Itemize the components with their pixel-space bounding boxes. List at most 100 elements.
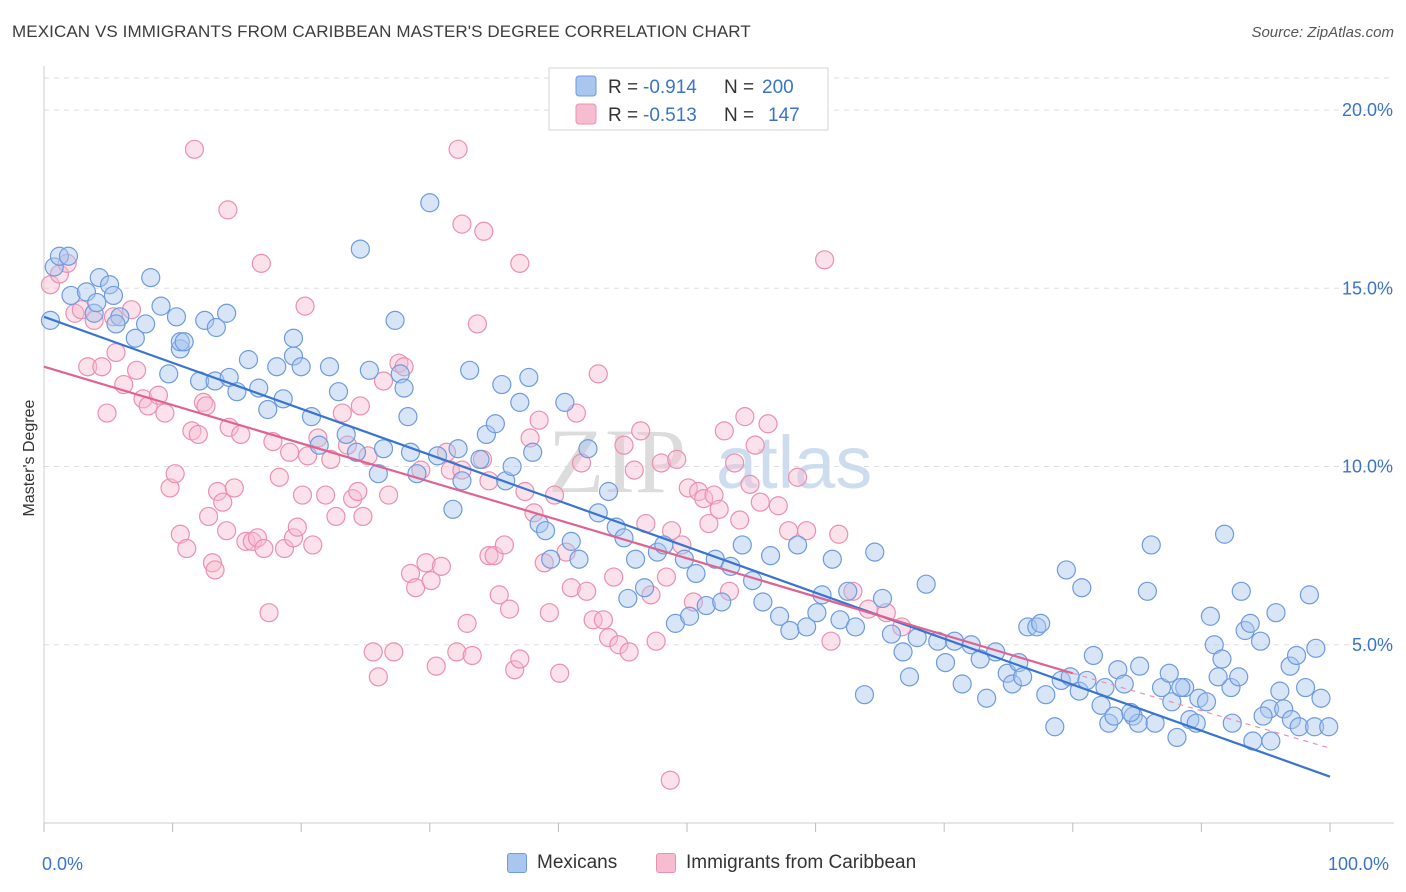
mexicans-point-61	[485, 414, 505, 434]
mexicans-point-31	[258, 399, 278, 420]
mexicans-point-136	[1108, 660, 1128, 680]
caribbean-point-139	[829, 524, 849, 544]
legend-swatch-mexicans	[575, 75, 597, 97]
caribbean-point-113	[651, 453, 671, 473]
mexicans-point-72	[561, 531, 581, 551]
mexicans-point-0	[40, 310, 61, 330]
legend-n-label-1: N =	[724, 77, 759, 98]
caribbean-point-62	[384, 642, 404, 662]
mexicans-point-173	[1286, 645, 1307, 666]
mexicans-point-16	[151, 296, 171, 316]
mexicans-point-148	[1196, 692, 1217, 712]
caribbean-point-83	[494, 535, 514, 555]
mexicans-point-107	[865, 542, 885, 562]
bottom-legend-caribbean[interactable]: Immigrants from Caribbean	[656, 852, 916, 874]
y-axis-tick-labels: 5.0% 10.0% 15.0% 20.0%	[1342, 100, 1393, 655]
mexicans-point-159	[1281, 710, 1302, 730]
mexicans-point-14	[135, 314, 156, 334]
mexicans-point-165	[1031, 613, 1051, 633]
caribbean-point-61	[379, 485, 399, 505]
mexicans-point-42	[346, 442, 367, 462]
mexicans-point-150	[1212, 649, 1232, 669]
mexicans-point-161	[1295, 677, 1316, 698]
caribbean-point-133	[758, 414, 778, 434]
mexicans-point-144	[1167, 727, 1187, 748]
caribbean-point-123	[704, 485, 724, 505]
watermark-atlas: atlas	[716, 421, 872, 504]
caribbean-point-155	[251, 253, 271, 273]
mexicans-point-174	[1299, 585, 1320, 605]
caribbean-point-88	[520, 428, 540, 448]
mexicans-point-15	[141, 268, 161, 288]
caribbean-point-23	[188, 424, 208, 445]
mexicans-point-171	[1240, 613, 1260, 633]
mexicans-point-188	[1072, 578, 1092, 598]
caribbean-point-10	[106, 342, 126, 363]
caribbean-point-18	[160, 478, 180, 498]
mexicans-point-106	[854, 685, 875, 705]
mexicans-point-181	[1208, 667, 1228, 687]
mexicans-point-155	[1250, 631, 1271, 651]
caribbean-point-76	[457, 613, 477, 633]
mexicans-point-57	[452, 471, 472, 491]
mexicans-point-13	[125, 328, 145, 348]
mexicans-point-128	[1045, 717, 1065, 737]
mexicans-point-18	[166, 307, 187, 327]
mexicans-point-179	[1231, 581, 1251, 601]
mexicans-point-90	[712, 592, 732, 612]
caribbean-point-40	[269, 467, 289, 487]
mexicans-point-157	[1266, 603, 1286, 623]
caribbean-point-24	[193, 392, 214, 412]
mexicans-point-109	[881, 624, 902, 644]
mexicans-point-11	[106, 314, 126, 334]
mexicans-point-97	[780, 620, 800, 641]
caribbean-point-132	[750, 492, 770, 512]
mexicans-point-117	[952, 674, 972, 694]
caribbean-point-138	[815, 250, 835, 270]
caribbean-point-71	[431, 556, 451, 576]
caribbean-point-114	[656, 567, 677, 587]
caribbean-point-35	[242, 531, 262, 551]
mexicans-point-81	[634, 578, 655, 598]
mexicans-point-189	[1013, 667, 1033, 687]
mexicans-trend-line	[43, 315, 1331, 778]
mexicans-point-151	[1221, 677, 1241, 698]
x-tick-label-min: 0.0%	[42, 854, 83, 874]
caribbean-point-32	[224, 478, 244, 498]
caribbean-point-98	[571, 453, 592, 473]
caribbean-point-106	[614, 435, 634, 455]
mexicans-point-36	[291, 357, 311, 377]
chart-source: Source: ZipAtlas.com	[1251, 24, 1394, 41]
caribbean-point-86	[510, 649, 530, 669]
mexicans-point-187	[1104, 706, 1124, 726]
caribbean-point-134	[768, 496, 788, 516]
caribbean-point-147	[452, 214, 472, 234]
caribbean-point-59	[368, 667, 388, 687]
mexicans-point-166	[1056, 560, 1076, 580]
y-tick-label-5: 5.0%	[1352, 635, 1393, 655]
mexicans-point-100	[807, 603, 827, 623]
caribbean-trend-line	[43, 365, 1074, 675]
mexicans-point-46	[373, 439, 394, 459]
caribbean-point-69	[421, 571, 441, 591]
caribbean-point-37	[254, 538, 274, 559]
caribbean-point-150	[218, 200, 238, 220]
caribbean-point-151	[184, 139, 205, 159]
caribbean-point-43	[283, 528, 304, 548]
mexicans-point-4	[61, 285, 81, 306]
caribbean-point-108	[624, 460, 644, 480]
mexicans-point-7	[87, 292, 107, 313]
bottom-legend-mexicans[interactable]: Mexicans	[507, 852, 617, 874]
caribbean-point-25	[199, 506, 219, 527]
mexicans-point-39	[319, 357, 340, 377]
mexicans-point-115	[935, 652, 956, 673]
caribbean-point-38	[259, 603, 279, 623]
caribbean-point-48	[308, 428, 328, 448]
caribbean-point-127	[724, 453, 745, 473]
caribbean-point-66	[406, 578, 426, 598]
mexicans-point-35	[283, 328, 304, 348]
mexicans-point-67	[523, 442, 543, 462]
mexicans-point-12	[103, 285, 124, 306]
caribbean-point-56	[353, 506, 373, 527]
caribbean-point-77	[462, 645, 482, 666]
